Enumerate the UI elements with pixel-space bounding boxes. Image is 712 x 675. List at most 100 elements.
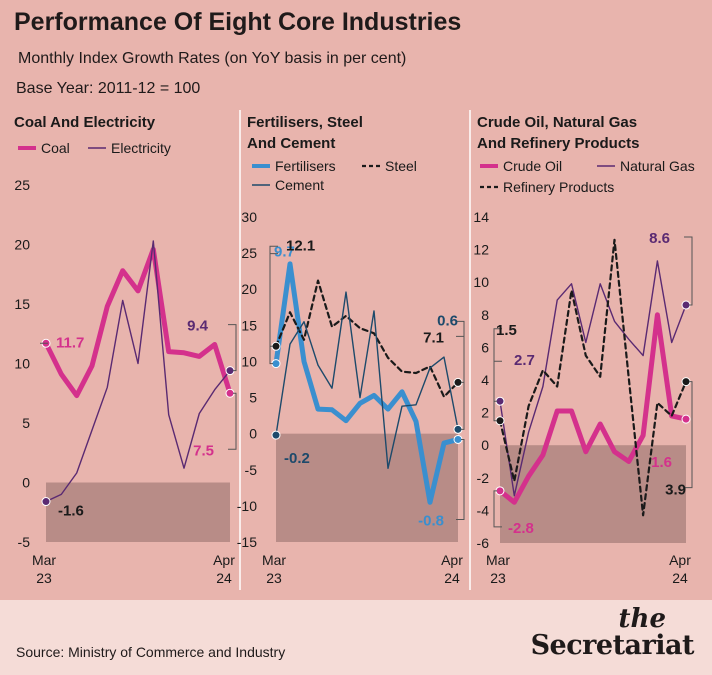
data-label: 2.7 (514, 352, 535, 369)
y-tick-label: 5 (249, 390, 257, 406)
series-line-crude-oil (497, 312, 689, 505)
endpoint-marker (681, 377, 691, 387)
legend-label: Fertilisers (275, 158, 336, 174)
y-tick-label: 25 (241, 245, 257, 261)
annotation-bracket (493, 360, 502, 402)
x-tick-label: 23 (36, 570, 52, 586)
endpoint-marker (495, 486, 505, 496)
y-tick-label: 20 (241, 281, 257, 297)
y-tick-label: -2 (477, 470, 490, 486)
data-label: 9.7 (274, 244, 295, 261)
x-tick-label: Apr (669, 552, 691, 568)
logo-name: Secretariat (530, 630, 695, 661)
x-tick-label: 23 (490, 570, 506, 586)
y-tick-label: 4 (481, 372, 489, 388)
x-tick-label: Apr (213, 552, 235, 568)
y-tick-label: 10 (14, 356, 30, 372)
endpoint-marker (225, 388, 235, 398)
y-tick-label: 14 (473, 209, 489, 225)
endpoint-marker (225, 366, 235, 376)
annotation-bracket (228, 324, 237, 372)
x-tick-label: Apr (441, 552, 463, 568)
data-label: -1.6 (58, 503, 84, 520)
data-label: 9.4 (187, 318, 209, 335)
endpoint-marker (41, 497, 51, 507)
data-label: 8.6 (649, 230, 670, 247)
y-tick-label: -10 (237, 498, 257, 514)
negative-band (500, 445, 686, 543)
annotation-bracket (684, 236, 693, 306)
x-tick-label: 24 (672, 570, 688, 586)
page-subtitle: Monthly Index Growth Rates (on YoY basis… (18, 50, 407, 67)
panel-title-line: Fertilisers, Steel (247, 114, 363, 131)
y-tick-label: -5 (245, 462, 258, 478)
y-tick-label: 8 (481, 307, 489, 323)
data-label: 0.6 (437, 312, 458, 329)
annotation-bracket (456, 335, 465, 383)
series-line-refinery-products (498, 238, 688, 517)
endpoint-marker (495, 396, 505, 406)
logo-the: the (618, 604, 666, 634)
y-tick-label: -5 (18, 534, 31, 550)
data-label: 3.9 (665, 482, 686, 499)
y-tick-label: 0 (249, 426, 257, 442)
data-label: 1.5 (496, 322, 517, 339)
y-tick-label: 30 (241, 209, 257, 225)
legend-label: Refinery Products (503, 179, 614, 195)
y-tick-label: 12 (473, 242, 489, 258)
endpoint-marker (271, 341, 281, 351)
negative-band (46, 482, 230, 542)
page-title: Performance Of Eight Core Industries (14, 8, 462, 36)
annotation-bracket (228, 392, 237, 450)
endpoint-marker (453, 377, 463, 387)
series-line-cement (275, 291, 459, 469)
y-tick-label: 0 (481, 437, 489, 453)
y-tick-label: 25 (14, 177, 30, 193)
endpoint-marker (453, 424, 463, 434)
data-label: -0.2 (284, 450, 310, 467)
y-tick-label: -15 (237, 534, 257, 550)
y-tick-label: -4 (477, 502, 490, 518)
endpoint-marker (271, 359, 281, 369)
y-tick-label: 10 (473, 274, 489, 290)
legend-label: Cement (275, 177, 324, 193)
y-tick-label: 15 (241, 317, 257, 333)
data-label: 12.1 (286, 237, 315, 254)
data-label: -0.8 (418, 512, 444, 529)
data-label: 7.5 (193, 442, 214, 459)
data-label: 1.6 (651, 454, 672, 471)
x-tick-label: 24 (216, 570, 232, 586)
panel-title: Coal And Electricity (14, 114, 156, 131)
legend-label: Crude Oil (503, 158, 562, 174)
x-tick-label: Mar (486, 552, 510, 568)
y-tick-label: -6 (477, 535, 490, 551)
endpoint-marker (495, 416, 505, 426)
y-tick-label: 5 (22, 415, 30, 431)
y-tick-label: 2 (481, 405, 489, 421)
data-label: -2.8 (508, 520, 534, 537)
series-line-natural-gas (499, 260, 687, 497)
endpoint-marker (681, 414, 691, 424)
series-line-fertilisers (273, 261, 461, 505)
endpoint-marker (453, 434, 463, 444)
y-tick-label: 20 (14, 237, 30, 253)
y-tick-label: 10 (241, 353, 257, 369)
annotation-bracket (684, 381, 693, 489)
base-year-note: Base Year: 2011-12 = 100 (16, 80, 201, 97)
annotation-bracket (269, 245, 278, 347)
legend-label: Steel (385, 158, 417, 174)
panel-title-line: And Cement (247, 135, 335, 152)
y-tick-label: 0 (22, 475, 30, 491)
legend-label: Natural Gas (620, 158, 695, 174)
panel-title-line: Crude Oil, Natural Gas (477, 114, 637, 131)
annotation-bracket (456, 320, 465, 430)
data-label: 11.7 (56, 334, 84, 351)
series-line-coal (43, 246, 233, 399)
series-line-electricity (45, 240, 231, 503)
y-tick-label: 6 (481, 339, 489, 355)
legend-label: Electricity (111, 140, 171, 156)
annotation-bracket (493, 490, 502, 528)
x-tick-label: 24 (444, 570, 460, 586)
legend-label: Coal (41, 140, 70, 156)
x-tick-label: Mar (32, 552, 56, 568)
